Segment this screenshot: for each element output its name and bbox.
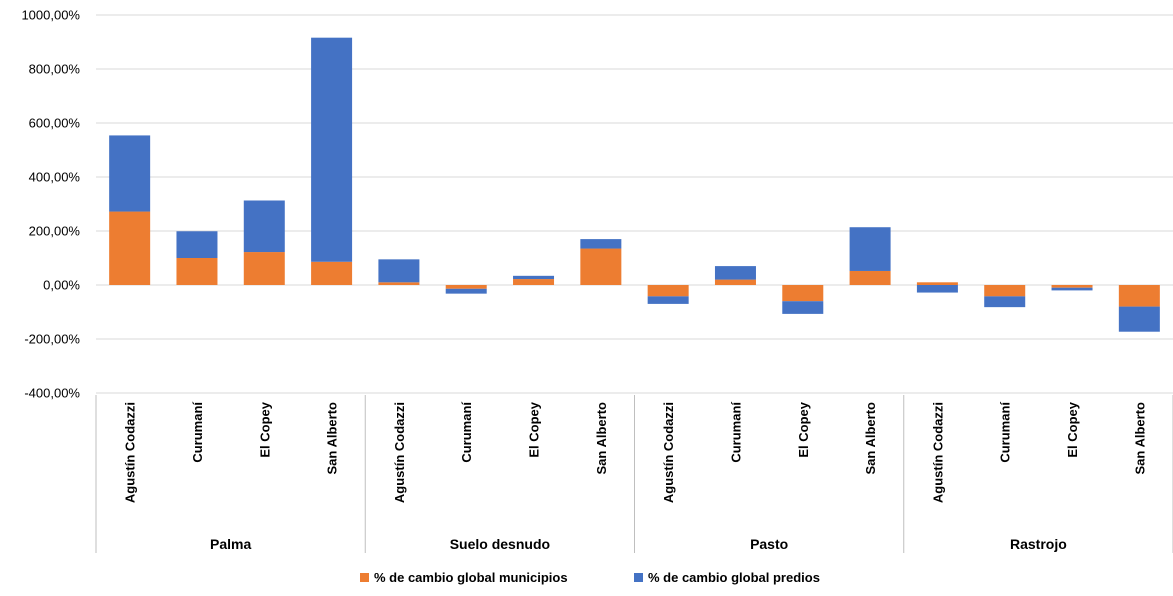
bar-predios (378, 259, 420, 283)
x-category-label: Curumaní (998, 402, 1013, 463)
y-tick-label: 400,00% (29, 170, 81, 185)
bar-municipios (1118, 285, 1160, 307)
x-category-label: San Alberto (863, 402, 878, 475)
bar-predios (1118, 306, 1160, 332)
x-category-label: San Alberto (594, 402, 609, 475)
x-category-label: El Copey (796, 401, 811, 457)
bar-municipios (984, 285, 1026, 297)
x-group-label: Suelo desnudo (450, 536, 550, 552)
bar-predios (782, 301, 824, 314)
bar-municipios (714, 279, 756, 285)
legend-label: % de cambio global municipios (374, 570, 568, 585)
y-tick-label: 600,00% (29, 116, 81, 131)
legend: % de cambio global municipios % de cambio… (360, 570, 820, 585)
bar-municipios (445, 285, 487, 289)
bar-municipios (109, 211, 151, 285)
bar-predios (445, 288, 487, 294)
bar-predios (1051, 287, 1093, 291)
bar-municipios (1051, 285, 1093, 288)
x-category-label: Agustín Codazzi (123, 402, 138, 503)
y-tick-label: 0,00% (43, 278, 80, 293)
bar-predios (916, 285, 958, 293)
y-axis-ticks: 1000,00% 800,00% 600,00% 400,00% 200,00% 0,00… (21, 8, 80, 401)
bar-predios (580, 239, 622, 249)
x-category-label: Agustín Codazzi (930, 402, 945, 503)
x-category-label: El Copey (527, 401, 542, 457)
legend-swatch (360, 573, 369, 582)
bar-municipios (243, 252, 285, 285)
x-category-label: San Alberto (325, 402, 340, 475)
y-tick-label: 1000,00% (21, 8, 80, 23)
bar-predios (647, 296, 689, 304)
x-category-label: Curumaní (728, 402, 743, 463)
bar-predios (714, 266, 756, 280)
y-tick-label: -200,00% (24, 332, 80, 347)
y-tick-label: -400,00% (24, 386, 80, 401)
bar-predios (109, 135, 151, 212)
y-tick-label: 800,00% (29, 62, 81, 77)
x-group-label: Palma (210, 536, 251, 552)
x-category-label: Agustín Codazzi (661, 402, 676, 503)
bar-predios (243, 200, 285, 253)
bar-municipios (513, 279, 555, 285)
bar-predios (513, 275, 555, 280)
bars (109, 37, 1160, 332)
x-category-label: El Copey (257, 401, 272, 457)
bar-municipios (311, 261, 353, 285)
bar-municipios (782, 285, 824, 302)
bar-predios (176, 231, 218, 258)
x-category-label: El Copey (1065, 401, 1080, 457)
legend-label: % de cambio global predios (648, 570, 820, 585)
x-category-label: San Alberto (1132, 402, 1147, 475)
x-category-label: Curumaní (459, 402, 474, 463)
x-group-label: Rastrojo (1010, 536, 1067, 552)
bar-predios (849, 227, 891, 271)
x-axis: Agustín Codazzi Curumaní El Copey San Alber… (95, 395, 1173, 553)
y-tick-label: 200,00% (29, 224, 81, 239)
x-category-label: Curumaní (190, 402, 205, 463)
bar-municipios (580, 248, 622, 285)
bar-municipios (378, 282, 420, 285)
bar-predios (984, 296, 1026, 308)
bar-municipios (176, 258, 218, 285)
bar-municipios (647, 285, 689, 297)
bar-municipios (916, 282, 958, 285)
x-group-label: Pasto (750, 536, 788, 552)
bar-municipios (849, 270, 891, 285)
legend-swatch (634, 573, 643, 582)
x-category-label: Agustín Codazzi (392, 402, 407, 503)
bar-predios (311, 37, 353, 262)
